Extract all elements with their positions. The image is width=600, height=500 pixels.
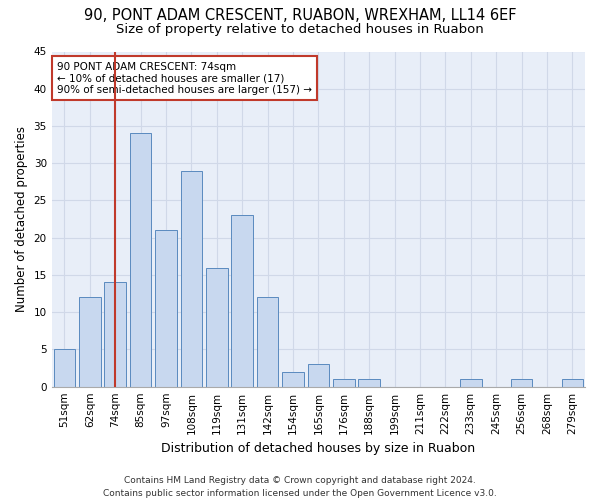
Bar — [282, 372, 304, 386]
Text: Contains HM Land Registry data © Crown copyright and database right 2024.
Contai: Contains HM Land Registry data © Crown c… — [103, 476, 497, 498]
Bar — [130, 134, 151, 386]
X-axis label: Distribution of detached houses by size in Ruabon: Distribution of detached houses by size … — [161, 442, 475, 455]
Bar — [104, 282, 126, 387]
Bar — [232, 216, 253, 386]
Text: 90 PONT ADAM CRESCENT: 74sqm
← 10% of detached houses are smaller (17)
90% of se: 90 PONT ADAM CRESCENT: 74sqm ← 10% of de… — [57, 62, 312, 95]
Bar — [562, 379, 583, 386]
Bar — [53, 350, 75, 387]
Bar — [206, 268, 227, 386]
Text: Size of property relative to detached houses in Ruabon: Size of property relative to detached ho… — [116, 22, 484, 36]
Bar — [155, 230, 177, 386]
Bar — [257, 298, 278, 386]
Y-axis label: Number of detached properties: Number of detached properties — [15, 126, 28, 312]
Bar — [308, 364, 329, 386]
Bar — [511, 379, 532, 386]
Bar — [460, 379, 482, 386]
Bar — [181, 170, 202, 386]
Text: 90, PONT ADAM CRESCENT, RUABON, WREXHAM, LL14 6EF: 90, PONT ADAM CRESCENT, RUABON, WREXHAM,… — [84, 8, 516, 22]
Bar — [79, 298, 101, 386]
Bar — [358, 379, 380, 386]
Bar — [333, 379, 355, 386]
